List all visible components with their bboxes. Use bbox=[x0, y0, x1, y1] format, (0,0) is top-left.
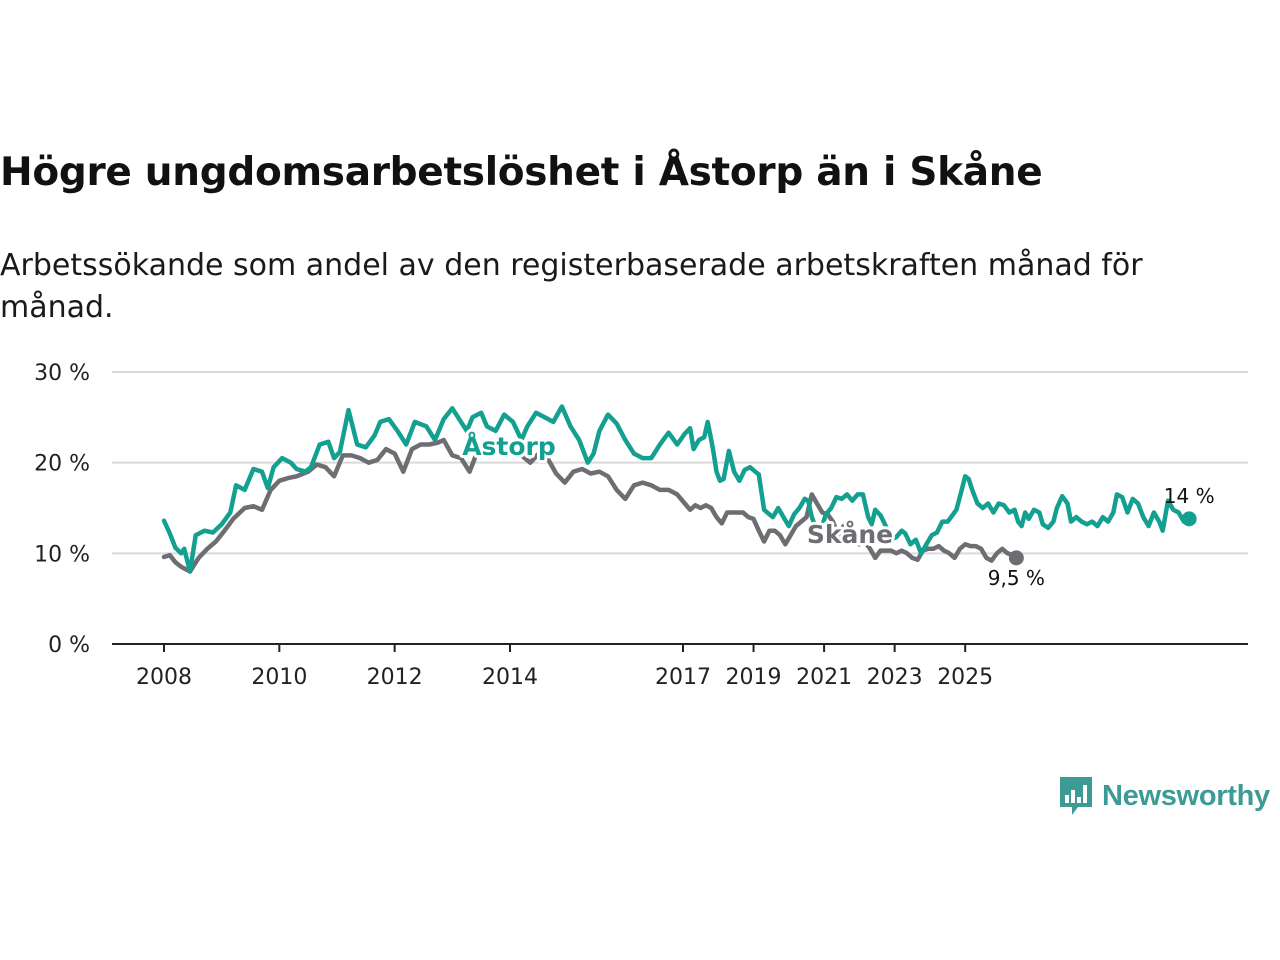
series-end-label: 9,5 % bbox=[988, 566, 1045, 590]
y-tick-label: 0 % bbox=[48, 633, 90, 658]
y-tick-label: 30 % bbox=[34, 361, 90, 386]
y-tick-label: 10 % bbox=[34, 542, 90, 567]
series-label-astorp: Åstorp bbox=[462, 432, 556, 461]
series-line-skane bbox=[161, 437, 1019, 574]
y-tick-label: 20 % bbox=[34, 452, 90, 477]
labels: 14 % 9,5 % Åstorp Skåne bbox=[459, 429, 1215, 590]
series-label-skane: Skåne bbox=[807, 520, 893, 549]
x-tick-label: 2017 bbox=[655, 665, 711, 690]
chart-subtitle: Arbetssökande som andel av den registerb… bbox=[0, 248, 1143, 325]
grid-lines bbox=[112, 371, 1248, 555]
axes: 0 % 10 % 20 % 30 % 2008 2010 2012 2014 2017 2019 2… bbox=[34, 361, 1248, 690]
series-line-astorp bbox=[161, 404, 1192, 574]
series-end-marker bbox=[1008, 550, 1024, 566]
line-chart: 0 % 10 % 20 % 30 % 2008 2010 2012 2014 2017 2019 2… bbox=[34, 361, 1248, 690]
x-tick-label: 2021 bbox=[796, 665, 852, 690]
series-end-marker bbox=[1181, 511, 1197, 527]
x-tick-label: 2025 bbox=[937, 665, 993, 690]
x-tick-label: 2010 bbox=[251, 665, 307, 690]
newsworthy-icon bbox=[1060, 777, 1092, 815]
chart-title: Högre ungdomsarbetslöshet i Åstorp än i … bbox=[0, 150, 1043, 195]
x-tick-label: 2023 bbox=[867, 665, 923, 690]
brand-name: Newsworthy bbox=[1102, 779, 1270, 812]
x-tick-label: 2019 bbox=[726, 665, 782, 690]
newsworthy-logo: Newsworthy bbox=[1058, 773, 1270, 819]
x-tick-label: 2012 bbox=[367, 665, 423, 690]
series-end-label: 14 % bbox=[1164, 484, 1215, 508]
series-lines bbox=[161, 404, 1192, 574]
x-tick-label: 2008 bbox=[136, 665, 192, 690]
x-tick-label: 2014 bbox=[482, 665, 538, 690]
